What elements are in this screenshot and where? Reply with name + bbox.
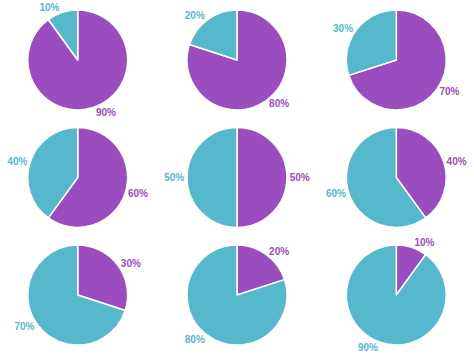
svg-text:30%: 30%	[121, 258, 141, 269]
svg-text:50%: 50%	[290, 172, 310, 183]
svg-text:90%: 90%	[96, 107, 116, 118]
svg-text:70%: 70%	[14, 321, 34, 332]
svg-text:10%: 10%	[39, 2, 59, 13]
svg-text:60%: 60%	[326, 188, 346, 199]
svg-text:40%: 40%	[447, 156, 467, 167]
svg-text:10%: 10%	[414, 237, 434, 248]
svg-text:40%: 40%	[7, 156, 27, 167]
svg-text:20%: 20%	[185, 10, 205, 21]
svg-text:50%: 50%	[164, 172, 184, 183]
svg-text:90%: 90%	[358, 342, 378, 353]
svg-text:60%: 60%	[128, 188, 148, 199]
svg-text:20%: 20%	[269, 246, 289, 257]
svg-text:30%: 30%	[333, 23, 353, 34]
svg-text:80%: 80%	[185, 334, 205, 345]
svg-text:80%: 80%	[269, 98, 289, 109]
svg-text:70%: 70%	[439, 86, 459, 97]
